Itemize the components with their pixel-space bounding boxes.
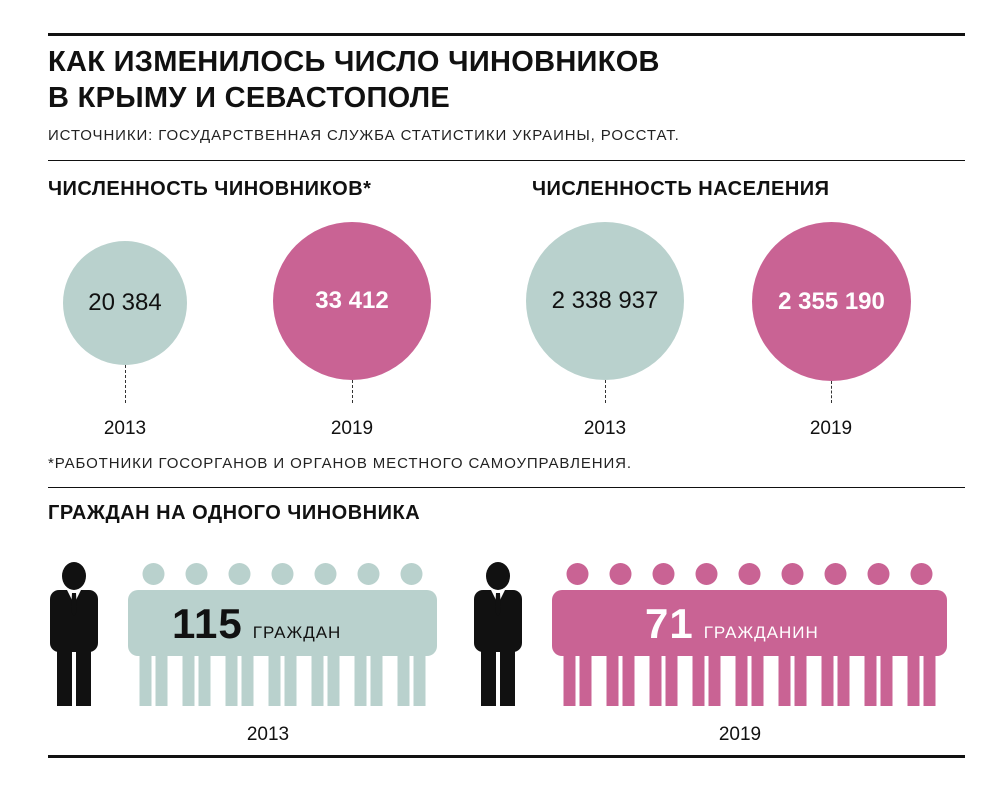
citizen-leg xyxy=(837,652,850,706)
citizen-leg xyxy=(563,652,576,706)
ratio-2019-unit: ГРАЖДАНИН xyxy=(703,623,819,642)
citizen-leg xyxy=(241,652,254,706)
population-2013-circle: 2 338 937 xyxy=(526,222,684,380)
citizen-leg xyxy=(907,652,920,706)
citizen-head xyxy=(357,563,380,585)
citizen-head xyxy=(228,563,251,585)
citizen-leg xyxy=(864,652,877,706)
official-figure-2013 xyxy=(50,562,98,706)
population-2019-value: 2 355 190 xyxy=(778,287,885,315)
footnote: *РАБОТНИКИ ГОСОРГАНОВ И ОРГАНОВ МЕСТНОГО… xyxy=(48,455,632,472)
citizen-leg xyxy=(735,652,748,706)
top-rule xyxy=(48,33,965,36)
pictogram-2019 xyxy=(474,562,947,706)
citizen-leg xyxy=(182,652,195,706)
officials-2019-circle: 33 412 xyxy=(273,222,431,380)
title-line-2: В КРЫМУ И СЕВАСТОПОЛЕ xyxy=(48,82,451,114)
citizen-crowd-2013 xyxy=(128,563,437,706)
citizen-head xyxy=(314,563,337,585)
ratio-2019-label: 71 ГРАЖДАНИН xyxy=(645,600,819,648)
citizen-leg xyxy=(923,652,936,706)
source-note: ИСТОЧНИКИ: ГОСУДАРСТВЕННАЯ СЛУЖБА СТАТИС… xyxy=(48,127,680,144)
citizen-head xyxy=(566,563,589,585)
ratio-2019-year: 2019 xyxy=(718,724,762,745)
citizen-leg xyxy=(579,652,592,706)
citizen-head xyxy=(652,563,675,585)
citizen-leg xyxy=(155,652,168,706)
population-2019-circle: 2 355 190 xyxy=(752,222,911,381)
citizen-head xyxy=(738,563,761,585)
officials-heading: ЧИСЛЕННОСТЬ ЧИНОВНИКОВ* xyxy=(48,178,372,200)
citizen-head xyxy=(271,563,294,585)
ratio-2013-unit: ГРАЖДАН xyxy=(252,623,342,642)
citizen-head xyxy=(867,563,890,585)
officials-2013-value: 20 384 xyxy=(88,289,162,316)
citizen-leg xyxy=(821,652,834,706)
officials-2019-value: 33 412 xyxy=(315,287,389,314)
citizen-leg xyxy=(751,652,764,706)
citizen-leg xyxy=(354,652,367,706)
citizen-leg xyxy=(268,652,281,706)
citizen-head xyxy=(185,563,208,585)
page-title: КАК ИЗМЕНИЛОСЬ ЧИСЛО ЧИНОВНИКОВ В КРЫМУ … xyxy=(48,44,660,116)
population-2019-stem xyxy=(831,381,832,403)
citizen-leg xyxy=(284,652,297,706)
citizen-head xyxy=(142,563,165,585)
officials-2013-year: 2013 xyxy=(103,418,147,439)
population-2013-value: 2 338 937 xyxy=(551,287,659,314)
citizen-leg xyxy=(370,652,383,706)
citizen-leg xyxy=(225,652,238,706)
citizen-leg xyxy=(622,652,635,706)
citizen-leg xyxy=(778,652,791,706)
population-2013-stem xyxy=(605,380,606,403)
citizen-head xyxy=(910,563,933,585)
citizen-leg xyxy=(649,652,662,706)
ratio-2013-label: 115 ГРАЖДАН xyxy=(172,600,341,648)
ratio-2013-year: 2013 xyxy=(246,724,290,745)
citizen-leg xyxy=(794,652,807,706)
population-2013-year: 2013 xyxy=(583,418,627,439)
pictogram-2013 xyxy=(50,562,437,706)
officials-2019-year: 2019 xyxy=(330,418,374,439)
bottom-rule xyxy=(48,755,965,758)
citizen-leg xyxy=(198,652,211,706)
citizen-head xyxy=(695,563,718,585)
divider-middle xyxy=(48,487,965,488)
citizen-leg xyxy=(665,652,678,706)
officials-2013-stem xyxy=(125,365,126,403)
citizen-leg xyxy=(413,652,426,706)
citizen-leg xyxy=(311,652,324,706)
citizen-head xyxy=(824,563,847,585)
official-figure-2019 xyxy=(474,562,522,706)
population-heading: ЧИСЛЕННОСТЬ НАСЕЛЕНИЯ xyxy=(532,178,830,200)
ratio-2013-value: 115 xyxy=(172,600,243,647)
population-2019-year: 2019 xyxy=(809,418,853,439)
ratio-2019-value: 71 xyxy=(645,600,694,647)
officials-2019-stem xyxy=(352,380,353,403)
citizen-leg xyxy=(606,652,619,706)
officials-2013-circle: 20 384 xyxy=(63,241,187,365)
citizen-leg xyxy=(692,652,705,706)
citizen-leg xyxy=(708,652,721,706)
citizen-leg xyxy=(397,652,410,706)
citizen-head xyxy=(781,563,804,585)
citizen-crowd-2019 xyxy=(552,563,947,706)
divider-top xyxy=(48,160,965,161)
title-line-1: КАК ИЗМЕНИЛОСЬ ЧИСЛО ЧИНОВНИКОВ xyxy=(48,46,660,78)
ratio-heading: ГРАЖДАН НА ОДНОГО ЧИНОВНИКА xyxy=(48,502,421,524)
citizen-head xyxy=(609,563,632,585)
citizen-leg xyxy=(139,652,152,706)
citizen-head xyxy=(400,563,423,585)
citizen-leg xyxy=(880,652,893,706)
citizen-leg xyxy=(327,652,340,706)
